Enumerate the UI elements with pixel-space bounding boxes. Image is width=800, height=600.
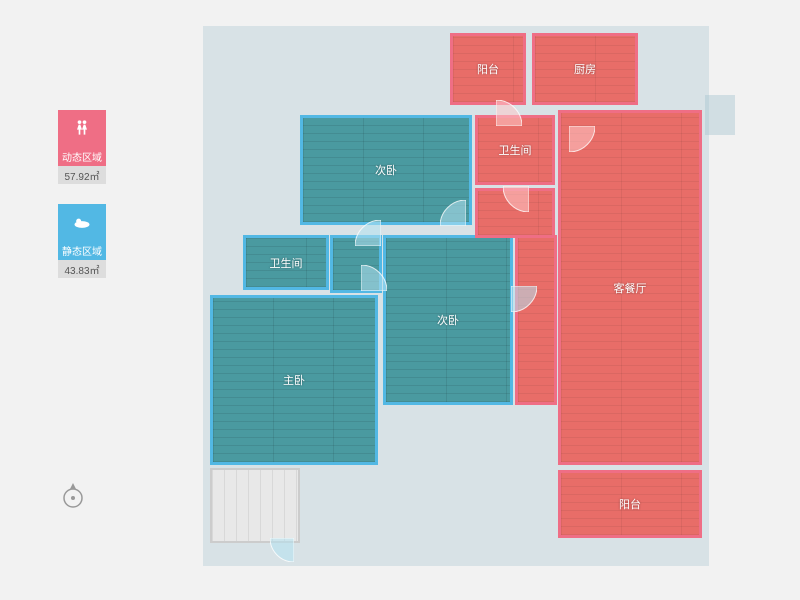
legend-dynamic: 动态区域 57.92㎡ — [58, 110, 114, 184]
legend: 动态区域 57.92㎡ 静态区域 43.83㎡ — [58, 110, 114, 298]
room-label-bathroom2: 卫生间 — [270, 255, 303, 271]
dynamic-zone-icon — [58, 110, 106, 146]
wall-notch — [705, 95, 735, 135]
legend-static: 静态区域 43.83㎡ — [58, 204, 114, 278]
room-bathroom2: 卫生间 — [243, 235, 329, 290]
legend-static-label: 静态区域 — [58, 240, 106, 260]
room-balcony_top: 阳台 — [450, 33, 526, 105]
room-kitchen: 厨房 — [532, 33, 638, 105]
static-zone-icon — [58, 204, 106, 240]
room-master: 主卧 — [210, 295, 378, 465]
room-hall_dynamic2 — [515, 235, 557, 405]
room-label-balcony_top: 阳台 — [477, 61, 499, 77]
legend-dynamic-label: 动态区域 — [58, 146, 106, 166]
room-label-bathroom1: 卫生间 — [499, 142, 532, 158]
door-arc — [496, 100, 522, 126]
compass-icon — [58, 480, 88, 510]
legend-dynamic-value: 57.92㎡ — [58, 166, 106, 184]
door-arc — [440, 200, 466, 226]
room-label-bedroom2_top: 次卧 — [375, 162, 397, 178]
door-arc — [355, 220, 381, 246]
legend-static-value: 43.83㎡ — [58, 260, 106, 278]
floorplan: 阳台厨房次卧卫生间客餐厅卫生间次卧主卧阳台 — [185, 20, 745, 580]
room-label-bedroom2_mid: 次卧 — [437, 312, 459, 328]
room-label-living: 客餐厅 — [614, 280, 647, 296]
door-arc — [511, 286, 537, 312]
room-label-balcony_bottom: 阳台 — [619, 496, 641, 512]
door-arc — [569, 126, 595, 152]
door-arc — [503, 186, 529, 212]
room-balcony_bottom: 阳台 — [558, 470, 702, 538]
room-bedroom2_mid: 次卧 — [383, 235, 513, 405]
room-living: 客餐厅 — [558, 110, 702, 465]
room-label-master: 主卧 — [283, 372, 305, 388]
door-arc — [361, 265, 387, 291]
door-arc — [270, 538, 294, 562]
tile-area — [210, 468, 300, 543]
room-label-kitchen: 厨房 — [574, 61, 596, 77]
